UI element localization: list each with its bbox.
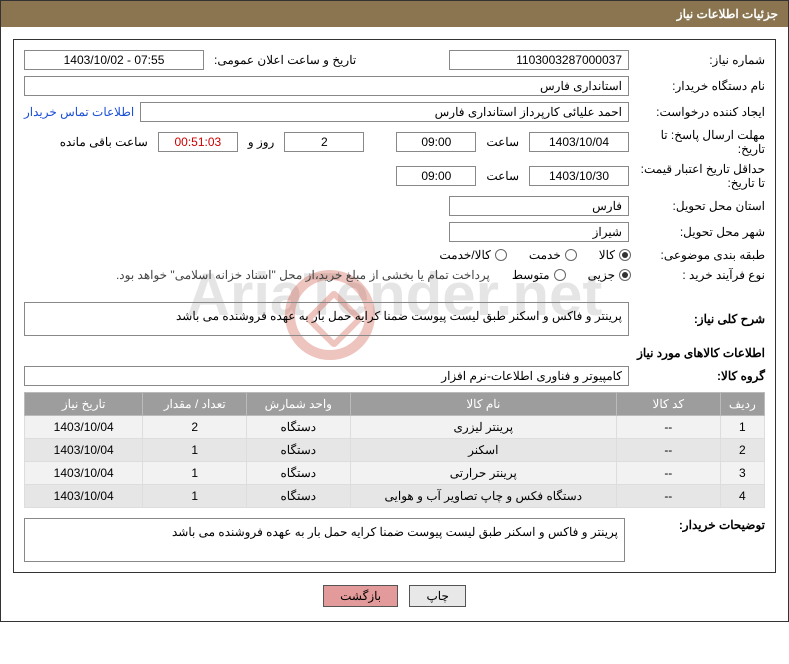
- col-code: کد کالا: [617, 393, 721, 416]
- requester-value: احمد علیائی کارپرداز استانداری فارس: [140, 102, 629, 122]
- category-goods-text: کالا: [599, 248, 615, 262]
- panel-header: جزئیات اطلاعات نیاز: [1, 1, 788, 27]
- table-row: 1--پرینتر لیزریدستگاه21403/10/04: [25, 416, 765, 439]
- col-name: نام کالا: [350, 393, 616, 416]
- remaining-time-value: 00:51:03: [158, 132, 238, 152]
- category-service-text: خدمت: [529, 248, 561, 262]
- table-cell: پرینتر لیزری: [350, 416, 616, 439]
- table-cell: اسکنر: [350, 439, 616, 462]
- table-cell: 3: [720, 462, 764, 485]
- table-cell: 1: [720, 416, 764, 439]
- table-cell: --: [617, 416, 721, 439]
- purchase-medium-radio[interactable]: [554, 269, 566, 281]
- response-time-value: 09:00: [396, 132, 476, 152]
- delivery-city-label: شهر محل تحویل:: [635, 225, 765, 239]
- delivery-province-value: فارس: [449, 196, 629, 216]
- table-cell: دستگاه فکس و چاپ تصاویر آب و هوایی: [350, 485, 616, 508]
- remaining-days-value: 2: [284, 132, 364, 152]
- table-cell: 1403/10/04: [25, 485, 143, 508]
- table-cell: 1: [143, 485, 247, 508]
- table-cell: دستگاه: [247, 439, 351, 462]
- price-validity-date-value: 1403/10/30: [529, 166, 629, 186]
- category-goods-service-radio[interactable]: [495, 249, 507, 261]
- col-unit: واحد شمارش: [247, 393, 351, 416]
- hour-label-2: ساعت: [486, 169, 519, 183]
- table-cell: دستگاه: [247, 416, 351, 439]
- items-info-title: اطلاعات کالاهای مورد نیاز: [24, 346, 765, 360]
- purchase-medium-text: متوسط: [512, 268, 550, 282]
- delivery-city-value: شیراز: [449, 222, 629, 242]
- print-button[interactable]: چاپ: [409, 585, 465, 607]
- table-cell: --: [617, 485, 721, 508]
- panel-body: AriaTender.net شماره نیاز: 1103003287000…: [13, 39, 776, 573]
- table-cell: پرینتر حرارتی: [350, 462, 616, 485]
- table-cell: --: [617, 439, 721, 462]
- purchase-minor-radio[interactable]: [619, 269, 631, 281]
- need-number-label: شماره نیاز:: [635, 53, 765, 67]
- table-cell: 1403/10/04: [25, 439, 143, 462]
- table-cell: 1: [143, 462, 247, 485]
- need-overview-label: شرح کلی نیاز:: [635, 312, 765, 326]
- need-number-value: 1103003287000037: [449, 50, 629, 70]
- goods-group-label: گروه کالا:: [635, 369, 765, 383]
- response-deadline-label: مهلت ارسال پاسخ: تا تاریخ:: [635, 128, 765, 156]
- remaining-label: ساعت باقی مانده: [60, 135, 148, 149]
- delivery-province-label: استان محل تحویل:: [635, 199, 765, 213]
- table-cell: 1403/10/04: [25, 416, 143, 439]
- category-goods-radio[interactable]: [619, 249, 631, 261]
- panel: جزئیات اطلاعات نیاز AriaTender.net شماره…: [0, 0, 789, 622]
- category-service-radio[interactable]: [565, 249, 577, 261]
- category-label: طبقه بندی موضوعی:: [635, 248, 765, 262]
- announce-datetime-value: 1403/10/02 - 07:55: [24, 50, 204, 70]
- table-cell: 1: [143, 439, 247, 462]
- purchase-note: پرداخت تمام یا بخشی از مبلغ خرید،از محل …: [116, 268, 490, 282]
- purchase-minor-text: جزیی: [588, 268, 615, 282]
- table-cell: دستگاه: [247, 462, 351, 485]
- back-button[interactable]: بازگشت: [323, 585, 398, 607]
- table-row: 3--پرینتر حرارتیدستگاه11403/10/04: [25, 462, 765, 485]
- requester-label: ایجاد کننده درخواست:: [635, 105, 765, 119]
- col-date: تاریخ نیاز: [25, 393, 143, 416]
- buyer-org-label: نام دستگاه خریدار:: [635, 79, 765, 93]
- table-cell: 2: [143, 416, 247, 439]
- price-validity-label: حداقل تاریخ اعتبار قیمت: تا تاریخ:: [635, 162, 765, 190]
- table-header-row: ردیف کد کالا نام کالا واحد شمارش تعداد /…: [25, 393, 765, 416]
- table-cell: دستگاه: [247, 485, 351, 508]
- footer-buttons: چاپ بازگشت: [1, 585, 788, 607]
- items-table: ردیف کد کالا نام کالا واحد شمارش تعداد /…: [24, 392, 765, 508]
- col-row-num: ردیف: [720, 393, 764, 416]
- price-validity-time-value: 09:00: [396, 166, 476, 186]
- table-row: 2--اسکنردستگاه11403/10/04: [25, 439, 765, 462]
- table-cell: 4: [720, 485, 764, 508]
- announce-datetime-label: تاریخ و ساعت اعلان عمومی:: [214, 53, 356, 67]
- days-and-label: روز و: [248, 135, 275, 149]
- need-overview-text: پرینتر و فاکس و اسکنر طبق لیست پیوست ضمن…: [24, 302, 629, 336]
- col-qty: تعداد / مقدار: [143, 393, 247, 416]
- table-row: 4--دستگاه فکس و چاپ تصاویر آب و هواییدست…: [25, 485, 765, 508]
- table-cell: --: [617, 462, 721, 485]
- buyer-notes-label: توضیحات خریدار:: [635, 518, 765, 532]
- response-date-value: 1403/10/04: [529, 132, 629, 152]
- buyer-notes-text: پرینتر و فاکس و اسکنر طبق لیست پیوست ضمن…: [24, 518, 625, 562]
- category-goods-service-text: کالا/خدمت: [439, 248, 490, 262]
- hour-label-1: ساعت: [486, 135, 519, 149]
- table-cell: 2: [720, 439, 764, 462]
- goods-group-value: کامپیوتر و فناوری اطلاعات-نرم افزار: [24, 366, 629, 386]
- buyer-org-value: استانداری فارس: [24, 76, 629, 96]
- table-cell: 1403/10/04: [25, 462, 143, 485]
- purchase-type-label: نوع فرآیند خرید :: [635, 268, 765, 282]
- buyer-contact-link[interactable]: اطلاعات تماس خریدار: [24, 105, 134, 119]
